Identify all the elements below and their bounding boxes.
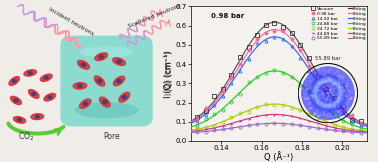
Ellipse shape [127,92,130,95]
Y-axis label: I (Q) (cm⁻¹): I (Q) (cm⁻¹) [164,50,173,98]
Text: 55.89 bar: 55.89 bar [315,56,341,61]
Ellipse shape [80,105,83,108]
Legend: Fitting, Fitting, Fitting, Fitting, Fitting, Fitting, Fitting: Fitting, Fitting, Fitting, Fitting, Fitt… [346,5,369,42]
Ellipse shape [86,66,90,69]
Ellipse shape [105,53,108,56]
Ellipse shape [23,120,26,122]
Ellipse shape [41,115,44,118]
Ellipse shape [97,79,102,83]
Ellipse shape [77,84,83,88]
Ellipse shape [102,100,107,104]
Ellipse shape [49,75,52,77]
Ellipse shape [43,93,56,102]
Ellipse shape [30,113,44,120]
Ellipse shape [95,57,98,60]
Ellipse shape [12,116,26,124]
Ellipse shape [23,69,37,77]
Text: Pore: Pore [104,132,120,141]
Ellipse shape [31,116,34,118]
Ellipse shape [99,96,111,108]
Ellipse shape [73,85,76,88]
X-axis label: Q (Å⁻¹): Q (Å⁻¹) [264,152,293,162]
Ellipse shape [88,99,91,102]
Ellipse shape [17,118,22,122]
Ellipse shape [40,78,43,81]
Ellipse shape [107,104,110,107]
Ellipse shape [29,90,31,92]
Ellipse shape [94,76,98,79]
Ellipse shape [34,70,36,73]
Ellipse shape [9,83,12,85]
Ellipse shape [28,89,40,99]
Ellipse shape [31,92,36,96]
Ellipse shape [116,59,122,64]
Ellipse shape [122,62,125,65]
Text: 0.98 bar: 0.98 bar [211,13,244,19]
Ellipse shape [8,76,20,86]
Ellipse shape [94,75,105,87]
Ellipse shape [11,97,13,99]
Ellipse shape [40,73,53,82]
FancyBboxPatch shape [60,36,153,126]
Ellipse shape [80,46,133,58]
Ellipse shape [116,79,122,83]
Text: I (Q) (cm$^{-1}$): I (Q) (cm$^{-1}$) [163,50,176,96]
Ellipse shape [113,75,125,87]
Ellipse shape [101,83,105,86]
Ellipse shape [119,99,122,102]
Ellipse shape [12,79,17,83]
Ellipse shape [24,73,27,75]
Ellipse shape [83,101,88,106]
Ellipse shape [94,52,108,61]
Text: Incident neutrons: Incident neutrons [48,6,95,37]
Ellipse shape [17,77,19,79]
Ellipse shape [44,76,49,80]
Ellipse shape [73,82,87,90]
Ellipse shape [36,96,39,98]
Ellipse shape [74,102,139,118]
Ellipse shape [14,98,19,103]
Ellipse shape [118,92,130,103]
Ellipse shape [99,54,104,59]
Ellipse shape [81,63,86,67]
Ellipse shape [113,83,117,86]
Ellipse shape [19,102,22,104]
Ellipse shape [121,76,125,79]
Ellipse shape [35,115,40,119]
Ellipse shape [28,71,33,75]
Ellipse shape [77,60,90,70]
Ellipse shape [53,94,56,96]
Ellipse shape [113,58,116,61]
Ellipse shape [99,97,103,100]
Ellipse shape [44,98,47,101]
Ellipse shape [13,117,16,120]
Text: Scattered neutrons: Scattered neutrons [128,3,182,29]
Text: CO$_2$: CO$_2$ [19,130,35,143]
Ellipse shape [77,61,81,64]
Ellipse shape [84,84,87,87]
Ellipse shape [47,95,52,99]
Ellipse shape [10,96,22,105]
Ellipse shape [122,95,127,99]
Ellipse shape [79,98,92,109]
Ellipse shape [112,57,126,66]
